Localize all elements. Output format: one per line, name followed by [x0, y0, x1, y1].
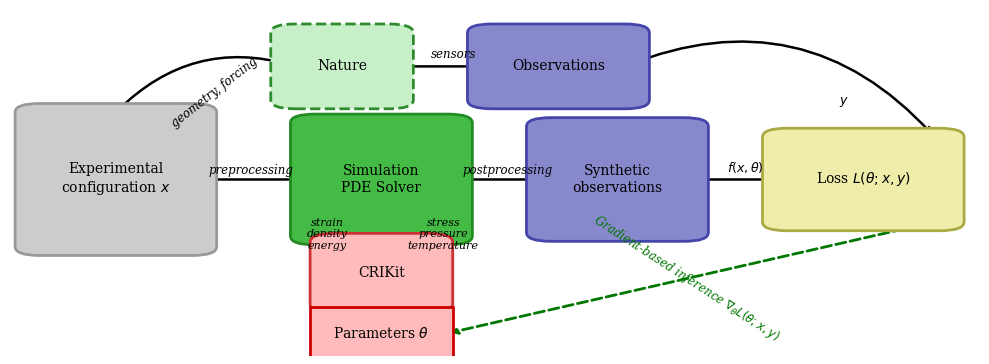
Text: stress
pressure
temperature: stress pressure temperature	[407, 218, 479, 251]
Text: Synthetic
observations: Synthetic observations	[573, 165, 663, 195]
FancyBboxPatch shape	[468, 24, 650, 109]
FancyBboxPatch shape	[271, 24, 413, 109]
FancyBboxPatch shape	[311, 307, 453, 360]
FancyBboxPatch shape	[15, 103, 217, 256]
Text: CRIKit: CRIKit	[358, 266, 405, 280]
Text: preprocessing: preprocessing	[208, 164, 293, 177]
Text: geometry, forcing: geometry, forcing	[169, 55, 260, 130]
Text: $f(x, \theta)$: $f(x, \theta)$	[727, 159, 764, 175]
Text: postprocessing: postprocessing	[462, 164, 552, 177]
FancyBboxPatch shape	[763, 128, 964, 231]
FancyBboxPatch shape	[526, 118, 708, 241]
FancyBboxPatch shape	[311, 233, 453, 313]
Text: Nature: Nature	[317, 59, 367, 74]
Text: strain
density
energy: strain density energy	[307, 218, 348, 251]
Text: $y$: $y$	[839, 95, 849, 109]
Text: Simulation
PDE Solver: Simulation PDE Solver	[341, 165, 421, 195]
Text: Observations: Observations	[512, 59, 605, 74]
FancyBboxPatch shape	[291, 114, 473, 245]
Text: Experimental
configuration $x$: Experimental configuration $x$	[61, 162, 170, 197]
Text: Gradient-based inference $\nabla_\theta L(\theta; x, y)$: Gradient-based inference $\nabla_\theta …	[589, 212, 782, 345]
Text: sensors: sensors	[430, 48, 476, 60]
Text: Parameters $\theta$: Parameters $\theta$	[333, 326, 429, 341]
Text: Loss $L(\theta; x, y)$: Loss $L(\theta; x, y)$	[816, 170, 911, 189]
